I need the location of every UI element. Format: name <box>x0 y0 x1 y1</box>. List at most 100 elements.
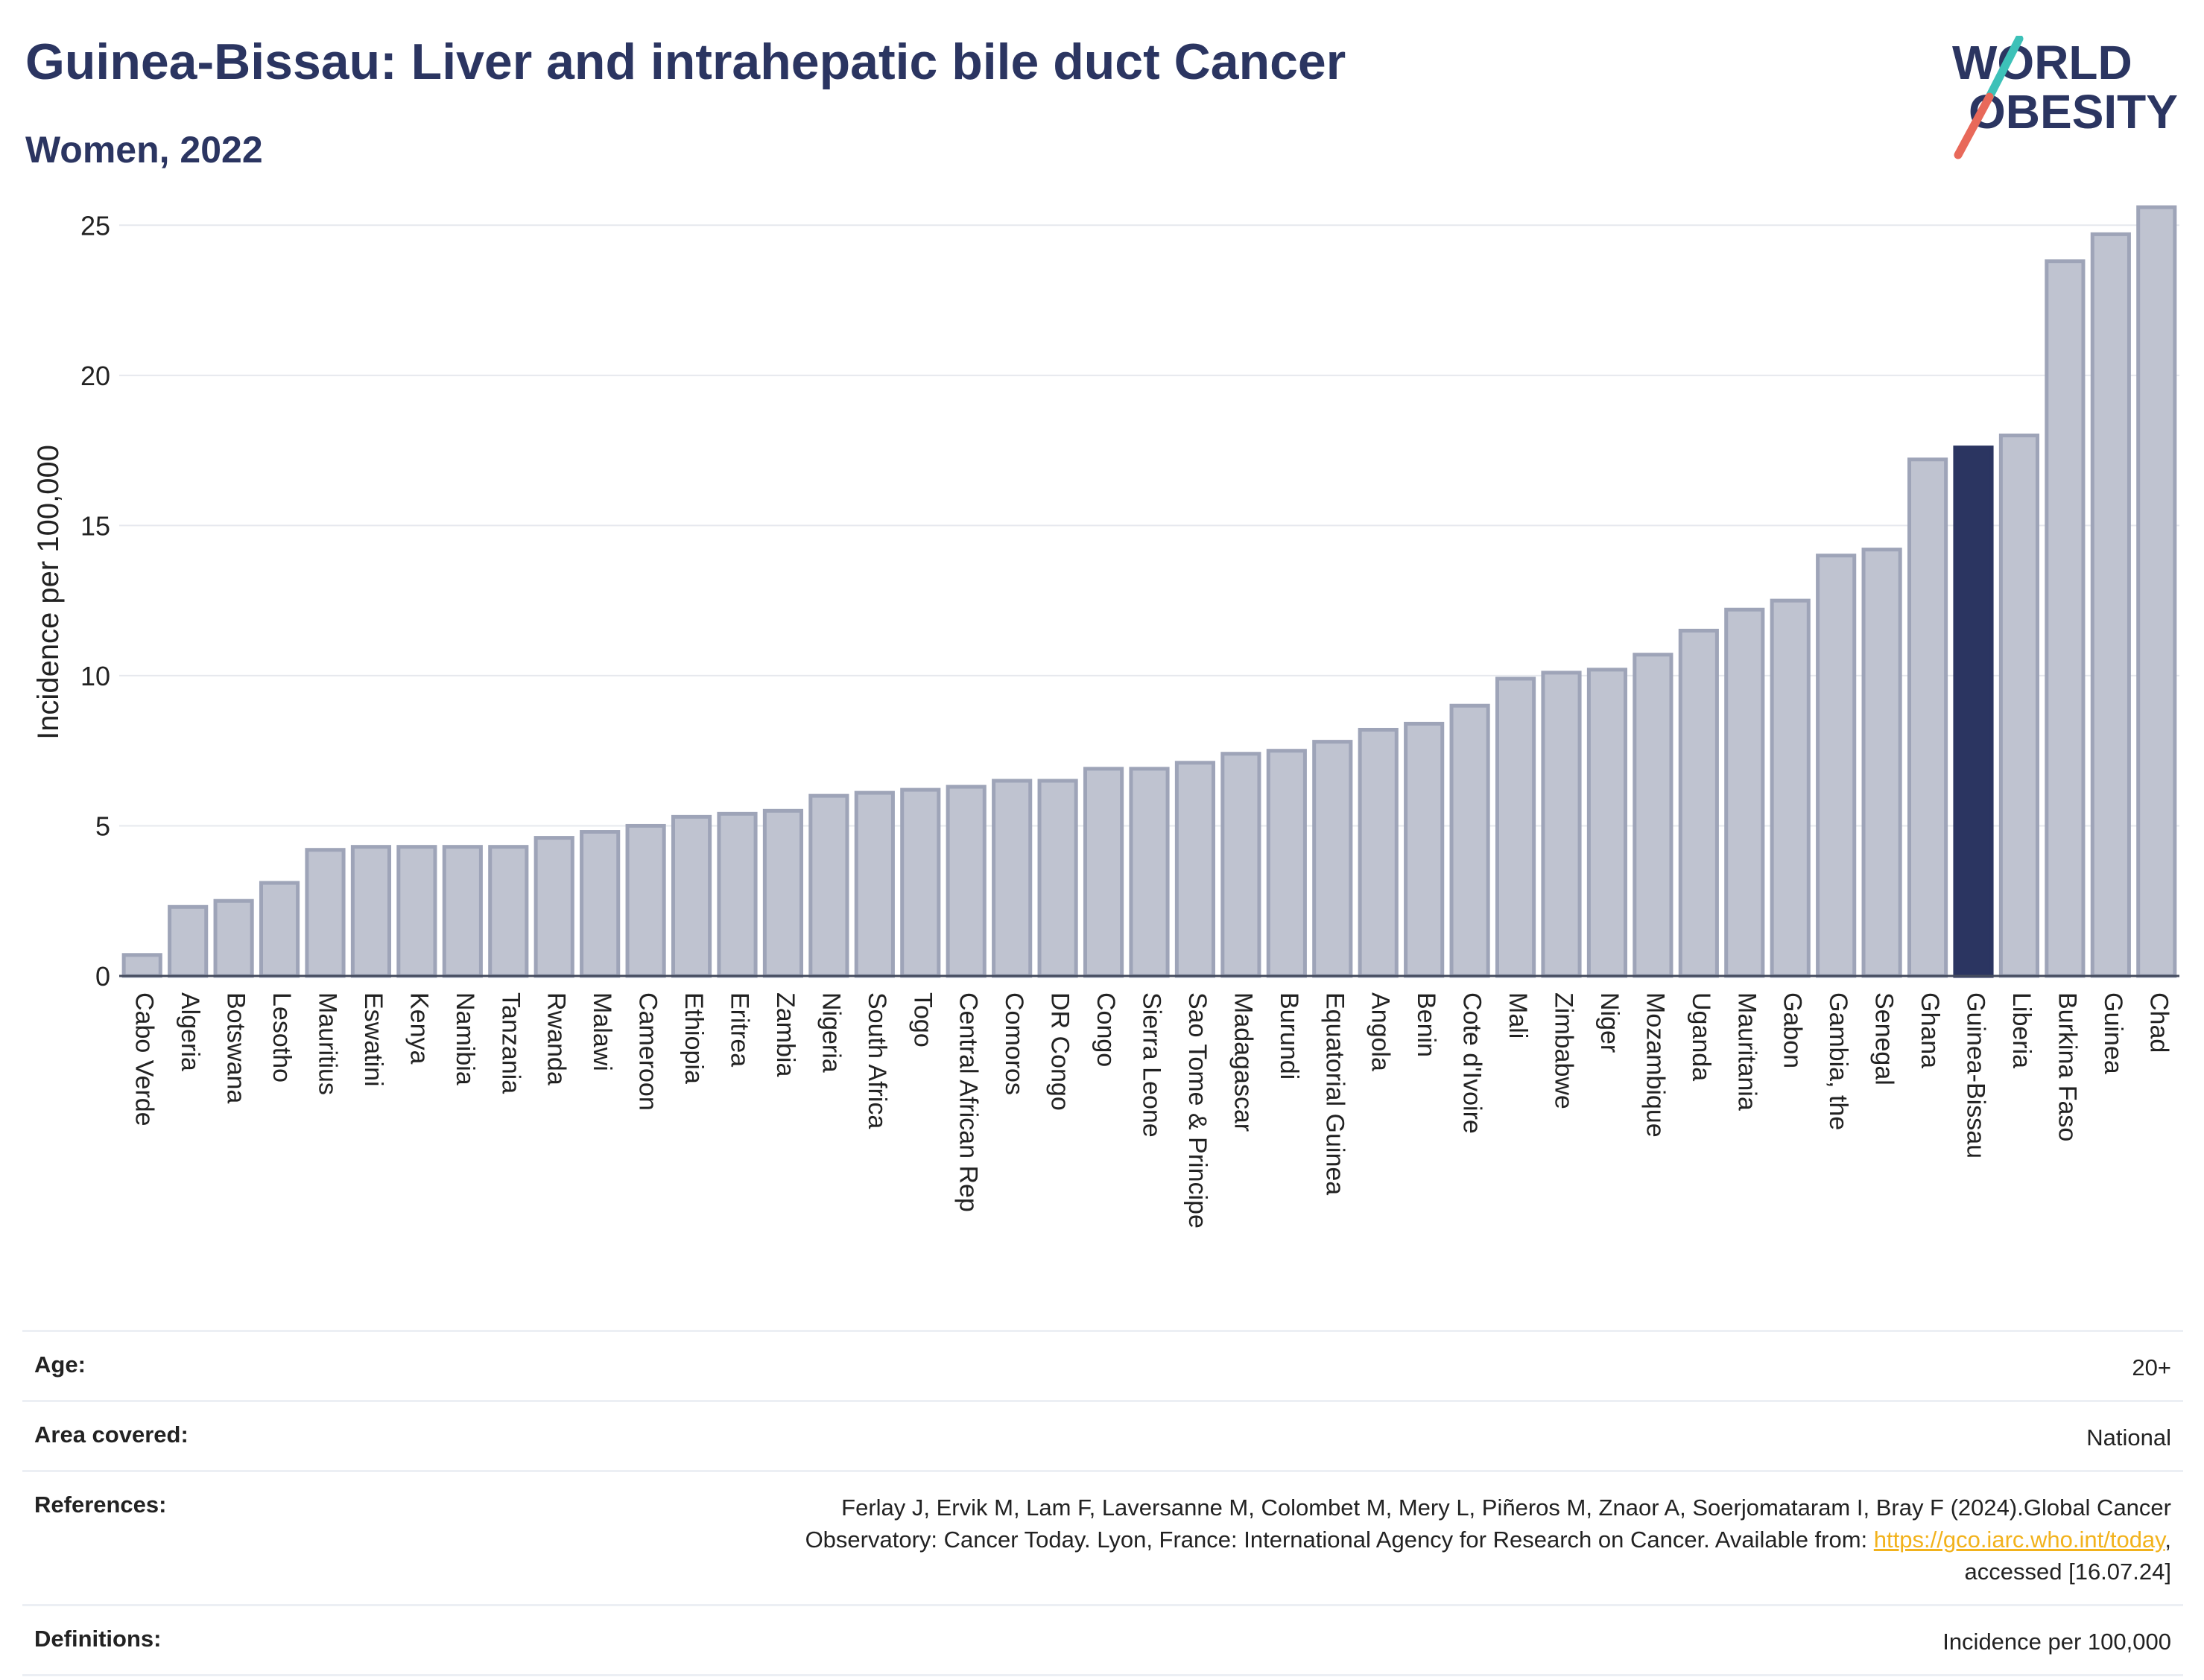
age-value: 20+ <box>2132 1354 2171 1381</box>
bar-namibia <box>442 845 483 978</box>
x-tick-label: Gabon <box>1779 992 1807 1068</box>
bar-cameroon <box>625 823 666 978</box>
bar-malawi <box>580 830 621 978</box>
x-tick-label: Mozambique <box>1641 992 1669 1138</box>
x-tick-label: Zimbabwe <box>1550 992 1578 1109</box>
references-line3: accessed [16.07.24] <box>1964 1559 2171 1585</box>
bar-gambia-the <box>1816 554 1857 978</box>
bar-zimbabwe <box>1541 671 1582 978</box>
x-tick-label: Zambia <box>771 992 799 1077</box>
bar-niger <box>1586 668 1628 978</box>
y-tick-label: 20 <box>80 361 110 391</box>
references-value: Ferlay J, Ervik M, Lam F, Laversanne M, … <box>805 1492 2171 1588</box>
x-tick-label: Eritrea <box>726 992 754 1067</box>
bar-mali <box>1495 676 1536 978</box>
x-tick-label: Guinea <box>2099 992 2127 1074</box>
world-obesity-logo: WORLD OBESITY <box>1952 36 2178 159</box>
x-tick-label: Namibia <box>451 992 479 1085</box>
age-label: Age: <box>34 1351 86 1378</box>
x-tick-label: South Africa <box>863 992 891 1129</box>
references-line2: Observatory: Cancer Today. Lyon, France:… <box>805 1527 1874 1553</box>
bar-nigeria <box>808 793 849 978</box>
area-label: Area covered: <box>34 1421 189 1448</box>
x-tick-label: Guinea-Bissau <box>1962 992 1990 1158</box>
x-tick-label: Cote d'Ivoire <box>1458 992 1486 1134</box>
meta-row-references: References: Ferlay J, Ervik M, Lam F, La… <box>22 1470 2183 1604</box>
x-tick-label: Burundi <box>1275 992 1303 1080</box>
bar-sierra-leone <box>1129 767 1170 978</box>
x-tick-label: Eswatini <box>359 992 387 1087</box>
bar-liberia <box>1998 433 2040 978</box>
bar-algeria <box>168 904 209 978</box>
metadata-table: Age: 20+ Area covered: National Referenc… <box>22 1330 2183 1676</box>
x-tick-label: Niger <box>1595 992 1624 1053</box>
logo-slash-coral <box>1954 92 1994 159</box>
bar-cote-d-ivoire <box>1449 703 1490 978</box>
bars <box>121 205 2177 978</box>
x-tick-label: Central African Rep <box>954 992 983 1212</box>
x-tick-label: Senegal <box>1870 992 1899 1085</box>
x-tick-label: Algeria <box>176 992 204 1071</box>
bar-mozambique <box>1633 653 1673 978</box>
x-tick-label: Madagascar <box>1229 992 1257 1132</box>
bar-equatorial-guinea <box>1312 740 1353 978</box>
x-axis-ticks: Cabo Verde Algeria Botswana Lesotho Mauritiu… <box>130 992 2173 1229</box>
bar-angola <box>1358 727 1399 978</box>
logo-slash-teal <box>1985 36 2024 101</box>
bar-congo <box>1083 767 1124 978</box>
y-tick-label: 0 <box>95 961 110 992</box>
references-line1: Ferlay J, Ervik M, Lam F, Laversanne M, … <box>841 1494 2171 1521</box>
area-value: National <box>2086 1424 2171 1451</box>
y-tick-label: 10 <box>80 661 110 691</box>
bar-botswana <box>213 898 254 978</box>
logo-obesity-text: OBESITY <box>1969 85 2178 139</box>
references-line2-end: , <box>2165 1527 2171 1553</box>
bar-guinea <box>2090 232 2131 978</box>
bar-rwanda <box>533 836 574 978</box>
definitions-label: Definitions: <box>34 1626 162 1652</box>
x-tick-label: Rwanda <box>542 992 571 1085</box>
x-tick-label: Uganda <box>1687 992 1715 1081</box>
y-axis-ticks: 0 5 10 15 20 25 <box>80 210 110 992</box>
logo-world-text: WORLD <box>1952 36 2132 89</box>
x-tick-label: Lesotho <box>267 992 296 1083</box>
x-tick-label: Cameroon <box>634 992 662 1111</box>
bar-mauritania <box>1724 607 1765 978</box>
x-tick-label: Equatorial Guinea <box>1320 992 1349 1195</box>
x-tick-label: Ghana <box>1916 992 1944 1068</box>
y-tick-label: 25 <box>80 210 110 241</box>
bar-eswatini <box>350 845 392 978</box>
y-axis-label: Incidence per 100,000 <box>32 445 65 740</box>
x-tick-label: Gambia, the <box>1824 992 1852 1130</box>
x-tick-label: Cabo Verde <box>130 992 159 1126</box>
bar-chad <box>2136 205 2177 978</box>
bar-lesotho <box>259 881 300 978</box>
x-tick-label: Comoros <box>1000 992 1028 1095</box>
bar-eritrea <box>717 811 758 978</box>
references-link[interactable]: https://gco.iarc.who.int/today <box>1873 1527 2165 1553</box>
meta-row-definitions: Definitions: Incidence per 100,000 <box>22 1604 2183 1676</box>
bar-burkina-faso <box>2045 259 2086 978</box>
x-tick-label: Mali <box>1504 992 1532 1039</box>
y-tick-label: 15 <box>80 510 110 541</box>
page-subtitle: Women, 2022 <box>25 129 263 171</box>
x-tick-label: Mauritius <box>314 992 342 1095</box>
page-title: Guinea-Bissau: Liver and intrahepatic bi… <box>25 34 1346 90</box>
bar-cabo-verde <box>121 953 162 978</box>
x-tick-label: Kenya <box>405 992 433 1064</box>
x-tick-label: Tanzania <box>496 992 525 1094</box>
x-tick-label: Mauritania <box>1732 992 1761 1111</box>
bar-gabon <box>1770 598 1811 978</box>
bar-mauritius <box>305 848 346 978</box>
y-tick-label: 5 <box>95 811 110 841</box>
bar-senegal <box>1861 548 1902 978</box>
bar-ethiopia <box>671 814 712 978</box>
x-tick-label: Ethiopia <box>680 992 708 1084</box>
x-tick-label: Nigeria <box>817 992 845 1073</box>
x-tick-label: DR Congo <box>1046 992 1074 1111</box>
bar-south-africa <box>854 790 895 978</box>
references-label: References: <box>34 1492 167 1518</box>
x-tick-label: Congo <box>1092 992 1120 1067</box>
bar-burundi <box>1266 749 1307 978</box>
bar-madagascar <box>1220 752 1261 978</box>
